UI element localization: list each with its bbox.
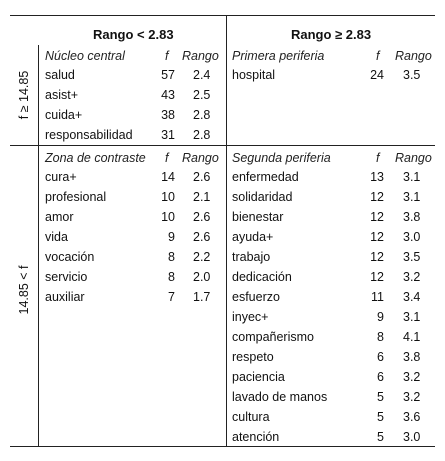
term-rango: 3.8 xyxy=(403,210,421,224)
term-frequency: 6 xyxy=(377,350,384,364)
term-word: amor xyxy=(45,210,74,224)
term-word: salud xyxy=(45,68,75,82)
term-frequency: 12 xyxy=(370,270,384,284)
term-frequency: 31 xyxy=(161,128,175,142)
term-frequency: 10 xyxy=(161,190,175,204)
term-frequency: 38 xyxy=(161,108,175,122)
term-frequency: 8 xyxy=(168,250,175,264)
term-rango: 2.8 xyxy=(193,108,211,122)
term-rango: 2.0 xyxy=(193,270,211,284)
term-frequency: 5 xyxy=(377,410,384,424)
term-rango: 3.0 xyxy=(403,430,421,444)
term-word: vocación xyxy=(45,250,95,264)
term-frequency: 8 xyxy=(377,330,384,344)
top-rule xyxy=(10,15,435,16)
column-rango-label: Rango xyxy=(395,49,432,63)
term-frequency: 11 xyxy=(371,290,384,304)
term-rango: 2.8 xyxy=(193,128,211,142)
term-rango: 2.4 xyxy=(193,68,211,82)
term-frequency: 13 xyxy=(370,170,384,184)
term-word: dedicación xyxy=(232,270,292,284)
term-rango: 2.6 xyxy=(193,170,211,184)
term-word: asist+ xyxy=(45,88,79,102)
term-rango: 2.6 xyxy=(193,230,211,244)
term-word: cuida+ xyxy=(45,108,83,122)
term-word: servicio xyxy=(45,270,88,284)
term-frequency: 12 xyxy=(370,250,384,264)
term-word: enfermedad xyxy=(232,170,299,184)
term-word: solidaridad xyxy=(232,190,293,204)
term-rango: 3.0 xyxy=(403,230,421,244)
term-frequency: 8 xyxy=(168,270,175,284)
term-rango: 2.2 xyxy=(193,250,211,264)
term-word: profesional xyxy=(45,190,107,204)
term-rango: 3.2 xyxy=(403,370,421,384)
term-frequency: 9 xyxy=(168,230,175,244)
quadrant-title: Núcleo central xyxy=(45,49,125,63)
term-rango: 3.4 xyxy=(403,290,421,304)
term-word: compañerismo xyxy=(232,330,314,344)
bottom-rule xyxy=(10,446,435,447)
quadrant-title: Zona de contraste xyxy=(45,151,146,165)
term-word: cura+ xyxy=(45,170,77,184)
column-f-label: f xyxy=(376,49,380,63)
column-rango-label: Rango xyxy=(395,151,432,165)
term-rango: 3.1 xyxy=(403,170,421,184)
column-f-label: f xyxy=(376,151,380,165)
term-rango: 3.8 xyxy=(403,350,421,364)
term-rango: 3.1 xyxy=(403,310,421,324)
term-rango: 3.1 xyxy=(403,190,421,204)
term-word: auxiliar xyxy=(45,290,85,304)
term-frequency: 10 xyxy=(161,210,175,224)
term-frequency: 12 xyxy=(370,210,384,224)
column-rango-label: Rango xyxy=(182,151,219,165)
term-frequency: 43 xyxy=(161,88,175,102)
row-label-low-frequency: 14.85 < f xyxy=(17,265,31,315)
term-word: trabajo xyxy=(232,250,271,264)
term-word: hospital xyxy=(232,68,276,82)
term-word: respeto xyxy=(232,350,274,364)
term-rango: 3.2 xyxy=(403,390,421,404)
term-word: vida xyxy=(45,230,68,244)
term-frequency: 12 xyxy=(370,230,384,244)
term-frequency: 57 xyxy=(161,68,175,82)
term-frequency: 5 xyxy=(377,390,384,404)
column-f-label: f xyxy=(165,151,169,165)
term-word: inyec+ xyxy=(232,310,269,324)
term-word: bienestar xyxy=(232,210,284,224)
middle-rule xyxy=(10,145,435,146)
term-rango: 2.5 xyxy=(193,88,211,102)
header-rango-high: Rango ≥ 2.83 xyxy=(291,27,372,42)
term-rango: 3.5 xyxy=(403,68,421,82)
center-column-divider xyxy=(226,15,227,446)
term-word: cultura xyxy=(232,410,270,424)
quadrant-title: Segunda periferia xyxy=(232,151,331,165)
term-rango: 1.7 xyxy=(193,290,211,304)
term-frequency: 14 xyxy=(161,170,175,184)
term-rango: 2.6 xyxy=(193,210,211,224)
left-column-divider xyxy=(38,45,39,446)
term-word: ayuda+ xyxy=(232,230,274,244)
term-rango: 4.1 xyxy=(403,330,421,344)
term-word: esfuerzo xyxy=(232,290,280,304)
term-word: lavado de manos xyxy=(232,390,328,404)
term-rango: 3.2 xyxy=(403,270,421,284)
term-frequency: 6 xyxy=(377,370,384,384)
row-label-high-frequency: f ≥ 14.85 xyxy=(17,70,31,120)
term-frequency: 12 xyxy=(370,190,384,204)
column-rango-label: Rango xyxy=(182,49,219,63)
term-word: responsabilidad xyxy=(45,128,133,142)
term-rango: 3.6 xyxy=(403,410,421,424)
term-word: paciencia xyxy=(232,370,285,384)
column-f-label: f xyxy=(165,49,169,63)
term-frequency: 7 xyxy=(168,290,175,304)
term-word: atención xyxy=(232,430,280,444)
term-rango: 3.5 xyxy=(403,250,421,264)
term-rango: 2.1 xyxy=(193,190,211,204)
header-rango-low: Rango < 2.83 xyxy=(93,27,174,42)
term-frequency: 24 xyxy=(370,68,384,82)
term-frequency: 5 xyxy=(377,430,384,444)
quadrant-title: Primera periferia xyxy=(232,49,325,63)
term-frequency: 9 xyxy=(377,310,384,324)
